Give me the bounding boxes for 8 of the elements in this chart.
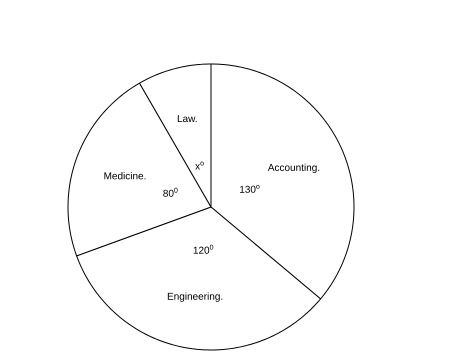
slice-label: Engineering. <box>168 292 222 302</box>
data-label: 80$^{0}$ <box>163 188 178 197</box>
data-label: x$^{o}$ <box>195 162 204 170</box>
slice-label: Law. <box>178 115 197 122</box>
slice-label: Medicine. <box>104 172 146 180</box>
data-label: 130$^{o}$ <box>240 184 260 193</box>
data-label: 120$^{0}$ <box>194 244 214 254</box>
slice-label: Accounting. <box>268 164 320 173</box>
